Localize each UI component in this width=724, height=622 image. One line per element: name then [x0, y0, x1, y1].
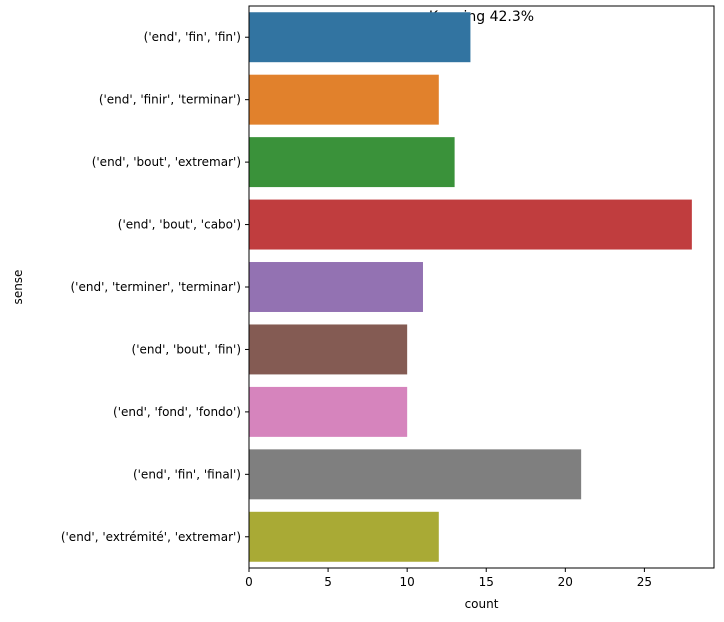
x-tick-label: 20	[558, 575, 573, 589]
x-tick-label: 5	[324, 575, 332, 589]
y-tick-label: ('end', 'extrémité', 'extremar')	[61, 530, 241, 544]
x-tick-label: 15	[479, 575, 494, 589]
x-axis-label: count	[465, 597, 499, 611]
bar-9	[249, 511, 439, 562]
ticks-layer: ('end', 'fin', 'fin') ('end', 'finir', 't…	[61, 30, 652, 589]
bar-3	[249, 137, 455, 188]
x-tick-label: 0	[245, 575, 253, 589]
bar-5	[249, 262, 423, 312]
x-tick-label: 25	[637, 575, 652, 589]
bars-layer	[249, 12, 692, 562]
bar-8	[249, 449, 582, 500]
bar-2	[249, 74, 439, 125]
x-tick-label: 10	[400, 575, 415, 589]
bar-1	[249, 12, 471, 63]
y-tick-label: ('end', 'fin', 'final')	[133, 467, 241, 481]
y-tick-label: ('end', 'fin', 'fin')	[144, 30, 241, 44]
y-axis-label: sense	[11, 270, 25, 305]
bar-7	[249, 386, 408, 437]
bar-4	[249, 199, 692, 250]
y-tick-label: ('end', 'bout', 'cabo')	[118, 218, 241, 232]
y-tick-label: ('end', 'fond', 'fondo')	[113, 405, 241, 419]
y-tick-label: ('end', 'bout', 'fin')	[132, 342, 241, 356]
y-tick-label: ('end', 'finir', 'terminar')	[99, 93, 241, 107]
y-tick-label: ('end', 'bout', 'extremar')	[92, 155, 241, 169]
y-tick-label: ('end', 'terminer', 'terminar')	[70, 280, 241, 294]
bar-6	[249, 324, 408, 375]
